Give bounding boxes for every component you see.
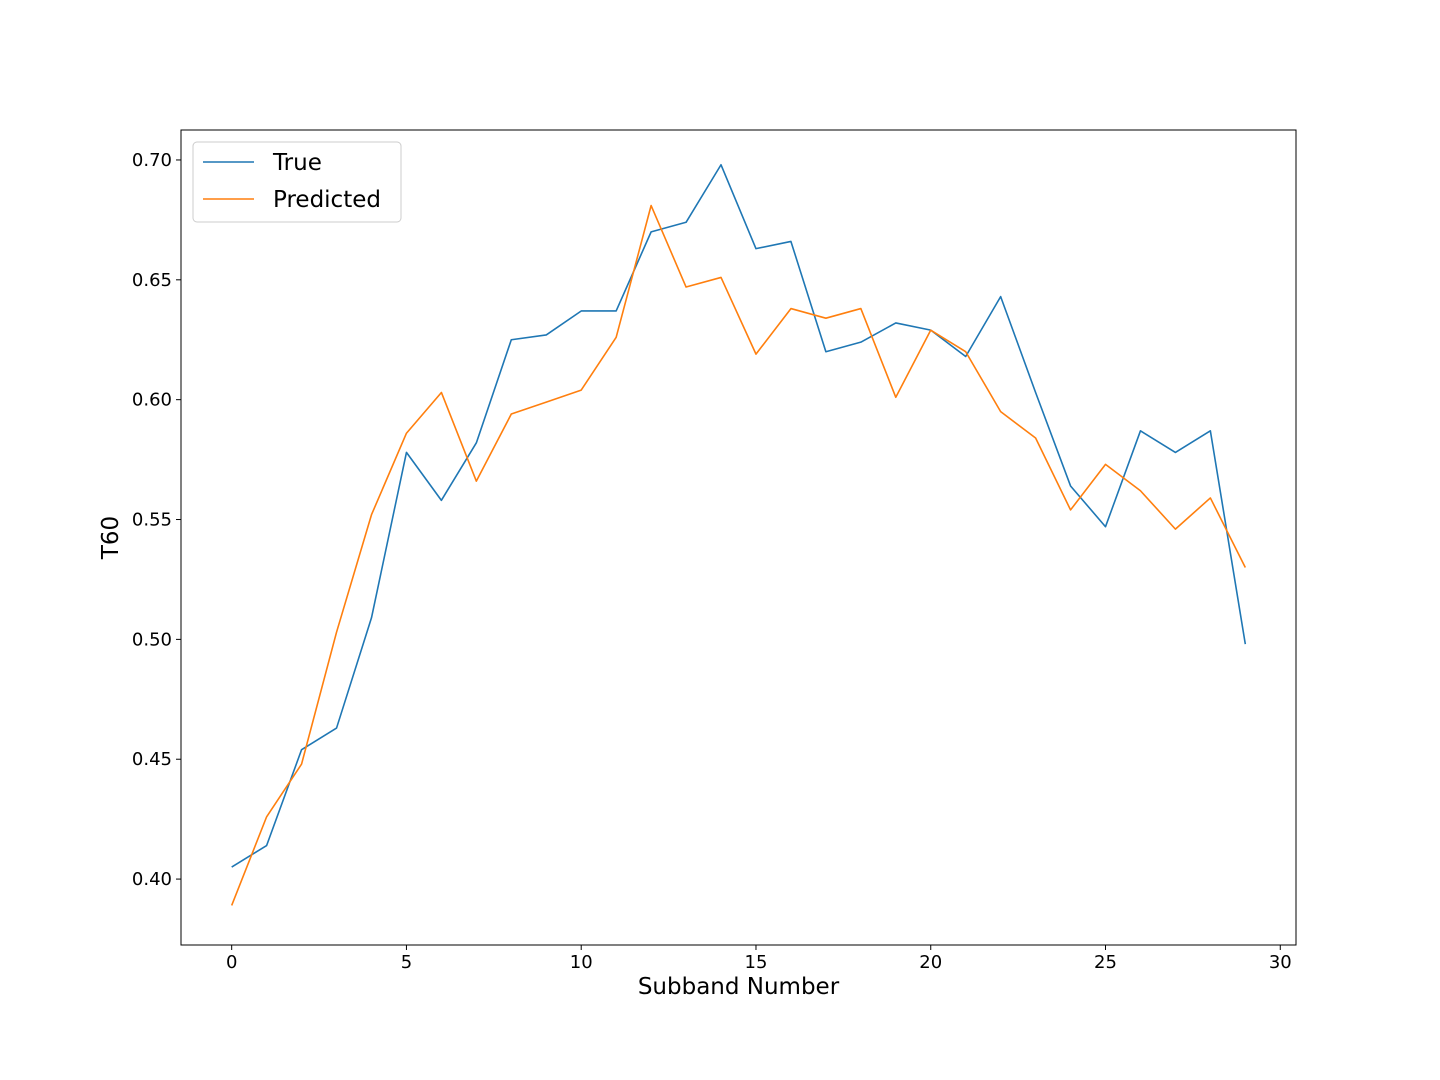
y-axis-title: T60 bbox=[98, 516, 124, 560]
x-tick-label: 25 bbox=[1094, 952, 1117, 973]
x-tick-label: 30 bbox=[1269, 952, 1292, 973]
x-axis-title: Subband Number bbox=[638, 974, 840, 1000]
x-tick-label: 10 bbox=[570, 952, 593, 973]
y-tick-label: 0.40 bbox=[132, 869, 172, 890]
y-tick-label: 0.50 bbox=[132, 629, 172, 650]
y-tick-label: 0.55 bbox=[132, 510, 172, 531]
y-tick-label: 0.65 bbox=[132, 270, 172, 291]
y-tick-label: 0.60 bbox=[132, 390, 172, 411]
y-axis-ticks: 0.40 0.45 0.50 0.55 0.60 0.65 0.70 bbox=[132, 150, 181, 890]
x-tick-label: 5 bbox=[401, 952, 412, 973]
x-tick-label: 15 bbox=[745, 952, 768, 973]
x-axis-ticks: 0 5 10 15 20 25 30 bbox=[226, 945, 1292, 973]
x-tick-label: 0 bbox=[226, 952, 237, 973]
series-line-predicted bbox=[230, 204, 1247, 906]
x-tick-label: 20 bbox=[919, 952, 942, 973]
y-tick-label: 0.70 bbox=[132, 150, 172, 171]
series-layer bbox=[230, 163, 1247, 906]
series-line-true bbox=[231, 163, 1247, 868]
y-tick-label: 0.45 bbox=[132, 749, 172, 770]
legend-label: Predicted bbox=[273, 187, 381, 213]
plot-frame bbox=[180, 129, 1297, 946]
legend-label: True bbox=[272, 150, 322, 176]
legend: True Predicted bbox=[192, 141, 402, 223]
